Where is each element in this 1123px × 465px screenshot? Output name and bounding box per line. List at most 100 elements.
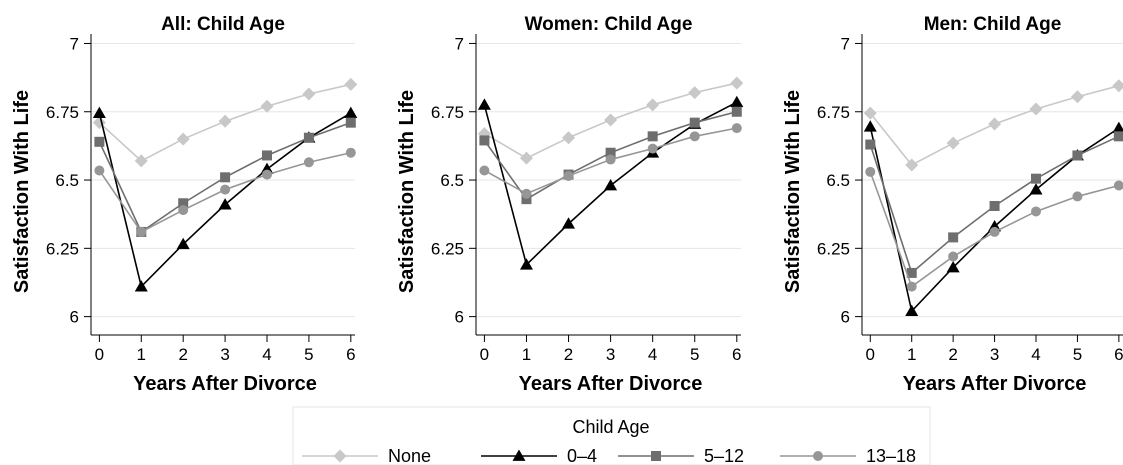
y-tick-label: 6.25 (431, 239, 464, 258)
x-tick-label: 2 (948, 345, 957, 364)
data-point (730, 76, 744, 90)
data-point (906, 267, 917, 278)
data-point (262, 150, 272, 161)
data-point (865, 166, 876, 177)
data-point (178, 205, 189, 216)
data-point (303, 132, 314, 143)
data-point (94, 165, 105, 176)
data-point (479, 135, 490, 146)
data-point (731, 106, 742, 117)
data-point (519, 151, 533, 165)
y-tick-label: 7 (455, 34, 464, 53)
data-point (218, 114, 232, 128)
data-point (863, 120, 877, 132)
y-tick-label: 6.25 (817, 239, 850, 258)
data-point (688, 86, 702, 100)
data-point (989, 226, 1000, 237)
legend-marker (813, 451, 823, 461)
y-tick-label: 6 (841, 308, 850, 327)
data-point (134, 280, 148, 292)
data-point (647, 143, 658, 154)
data-point (948, 232, 959, 243)
legend-item-5–12: 5–12 (618, 446, 744, 465)
x-tick-label: 0 (480, 345, 489, 364)
data-point (605, 154, 616, 165)
data-point (1112, 121, 1123, 134)
y-tick-label: 6.5 (826, 171, 850, 190)
y-tick-label: 6.75 (431, 103, 464, 122)
x-tick-label: 3 (220, 345, 229, 364)
y-tick-label: 6.5 (55, 171, 79, 190)
series-13–18 (94, 147, 356, 237)
x-tick-label: 5 (690, 345, 699, 364)
data-point (521, 194, 532, 205)
series-5–12 (94, 117, 356, 237)
data-point (302, 87, 316, 101)
x-tick-label: 0 (866, 345, 875, 364)
x-tick-label: 6 (346, 345, 355, 364)
data-point (92, 106, 106, 118)
series-5–12 (865, 131, 1123, 278)
x-tick-label: 4 (1031, 345, 1040, 364)
x-axis-label: Years After Divorce (133, 373, 317, 395)
panel-title: Men: Child Age (924, 14, 1062, 35)
data-point (218, 198, 232, 210)
data-point (731, 123, 742, 134)
legend-label: 13–18 (866, 446, 916, 465)
legend-marker (651, 451, 661, 461)
data-point (605, 147, 616, 158)
y-tick-label: 6 (455, 308, 464, 327)
data-point (604, 113, 618, 127)
legend-item-None: None (302, 446, 431, 465)
y-tick-label: 7 (70, 34, 79, 53)
data-point (344, 77, 358, 91)
x-tick-label: 6 (1114, 345, 1123, 364)
data-point (989, 200, 1000, 211)
data-point (519, 258, 533, 270)
data-point (562, 131, 576, 145)
data-point (1113, 131, 1123, 142)
y-tick-label: 6.75 (817, 103, 850, 122)
data-point (134, 154, 148, 168)
chart-panel-2: Men: Child Age 6 6.25 6.5 6.75 7 0 1 2 3 4 5 6 Years … (782, 14, 1123, 395)
x-tick-label: 1 (522, 345, 531, 364)
series-None (92, 77, 358, 168)
data-point (521, 188, 532, 199)
data-point (1031, 206, 1041, 217)
y-axis-label: Satisfaction With Life (782, 90, 804, 293)
series-13–18 (479, 123, 742, 199)
x-tick-label: 6 (732, 345, 741, 364)
data-point (1113, 180, 1123, 191)
data-point (220, 172, 231, 183)
legend-label: 0–4 (567, 446, 597, 465)
data-point (604, 179, 618, 191)
data-point (1072, 191, 1083, 202)
x-tick-label: 1 (137, 345, 146, 364)
data-point (562, 217, 576, 229)
data-point (906, 281, 917, 292)
series-13–18 (865, 166, 1123, 292)
x-tick-label: 4 (648, 345, 657, 364)
x-tick-label: 4 (262, 345, 271, 364)
data-point (689, 131, 700, 142)
data-point (344, 106, 358, 118)
x-axis-label: Years After Divorce (519, 373, 703, 395)
data-point (988, 117, 1002, 131)
panel-title: All: Child Age (161, 14, 285, 35)
data-point (94, 136, 105, 147)
data-point (262, 169, 272, 180)
data-point (689, 117, 700, 128)
legend-label: 5–12 (704, 446, 744, 465)
data-point (176, 237, 190, 250)
data-point (1112, 79, 1123, 93)
data-point (345, 147, 356, 158)
data-point (178, 198, 189, 209)
legend-label: None (388, 446, 431, 465)
y-tick-label: 7 (841, 34, 850, 53)
data-point (1029, 102, 1043, 116)
data-point (345, 117, 356, 128)
data-point (946, 260, 960, 273)
data-point (865, 139, 876, 150)
data-point (260, 99, 274, 113)
